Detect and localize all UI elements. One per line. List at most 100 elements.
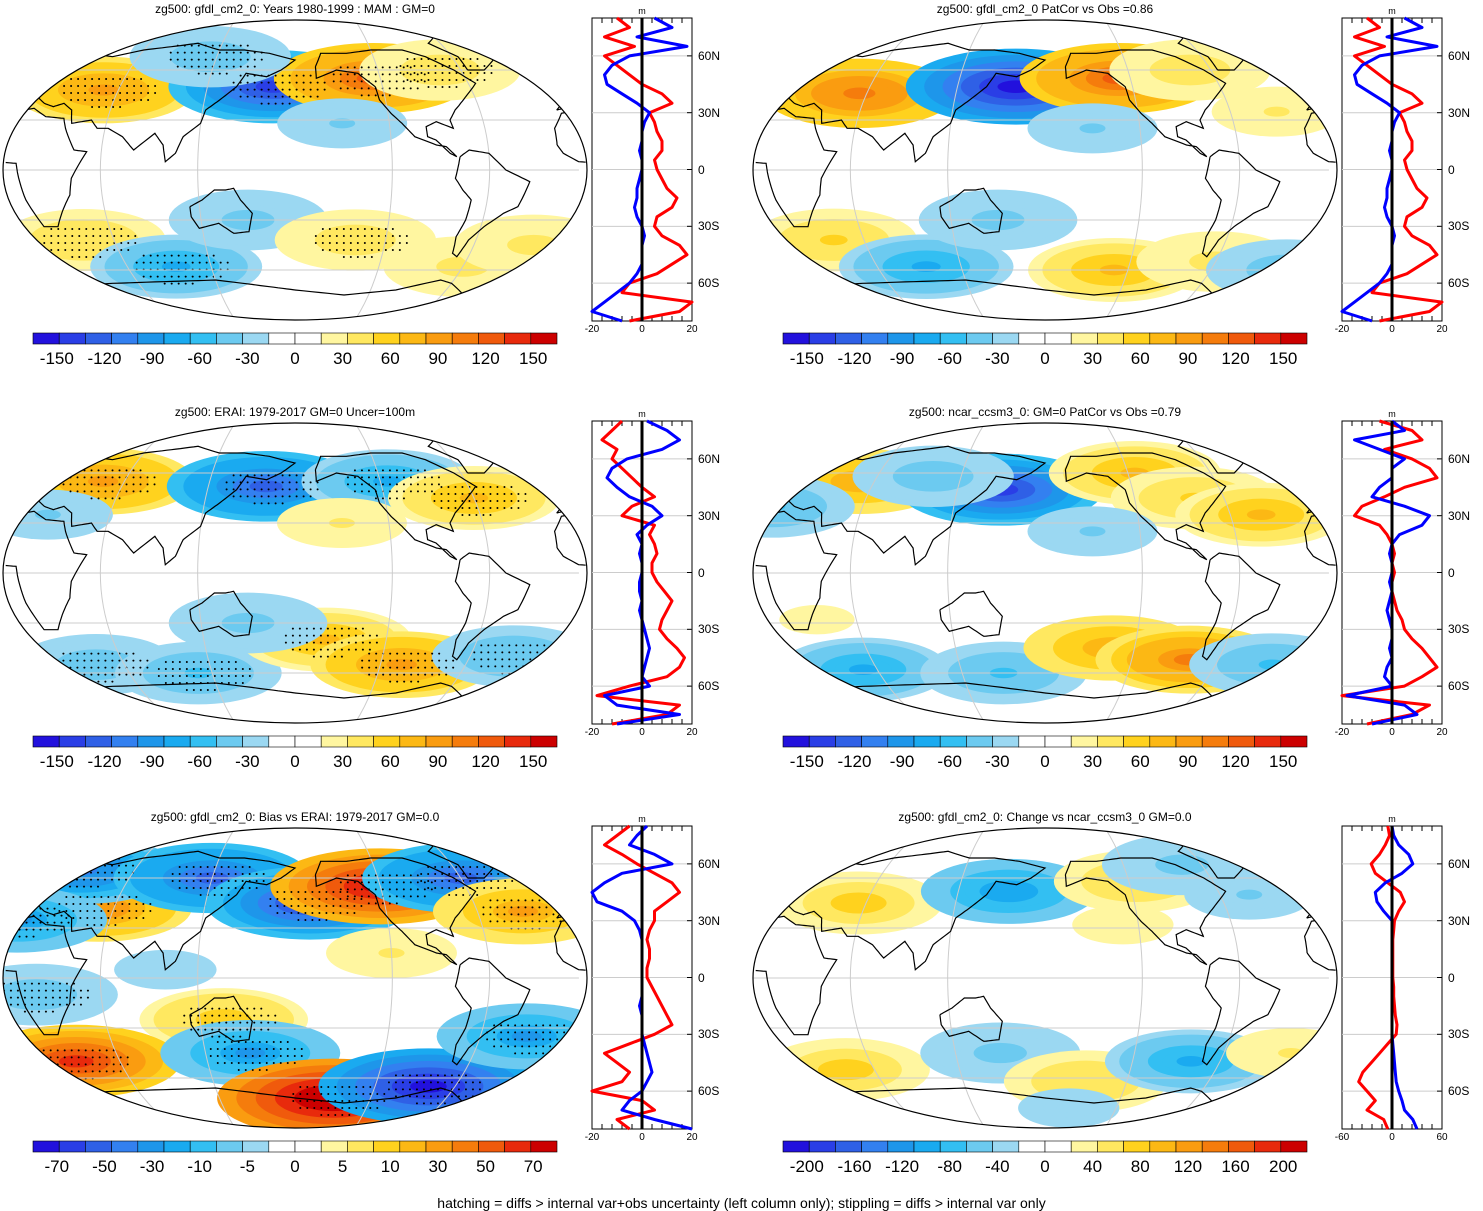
coastline [551, 895, 564, 906]
map-field [753, 423, 1337, 723]
profile-unit: m [638, 814, 646, 824]
anomaly-blob [301, 449, 474, 514]
profile-lat-label: 0 [698, 970, 705, 985]
colorbar-box [399, 1140, 427, 1153]
colorbar-box [1201, 332, 1229, 345]
coastline [556, 952, 586, 971]
colorbar-label: -10 [187, 1157, 213, 1176]
colorbar-label: 0 [290, 1157, 300, 1176]
zonal-profile [590, 824, 693, 1131]
figure-footer: hatching = diffs > internal var+obs unce… [437, 1195, 1046, 1211]
panel-3 [2, 419, 693, 748]
colorbar-label: -150 [789, 349, 824, 368]
colorbar [32, 735, 558, 748]
coastline [755, 510, 838, 631]
profile-lat-label: 30N [698, 105, 721, 120]
coastline [5, 510, 88, 631]
anomaly-blob [1027, 103, 1158, 154]
colorbar-label: -40 [985, 1157, 1010, 1176]
coastline [1306, 144, 1336, 163]
coastline [1201, 149, 1281, 258]
graticule [753, 423, 1329, 723]
coastline [551, 490, 564, 501]
colorbar-label: 160 [1221, 1157, 1250, 1176]
colorbar-label: -30 [235, 752, 260, 771]
anomaly-blob [779, 605, 855, 635]
map-outline [752, 19, 1338, 321]
colorbar-box [939, 332, 967, 345]
graticule [3, 20, 579, 320]
colorbar-box [347, 1140, 374, 1153]
colorbar-label: -120 [837, 752, 872, 771]
colorbar-label: -120 [87, 349, 122, 368]
colorbar-label: -30 [985, 752, 1010, 771]
colorbar-box [913, 332, 941, 345]
profile-lat-label: 30S [1448, 1027, 1470, 1042]
coastline [314, 452, 477, 561]
stippling [43, 44, 493, 285]
colorbar-box [1201, 1140, 1229, 1153]
colorbar-label: -150 [39, 349, 74, 368]
coastline [556, 144, 586, 163]
colorbar-box [1123, 1140, 1151, 1153]
colorbar-box [1149, 1140, 1177, 1153]
colorbar-label: 40 [1083, 1157, 1103, 1176]
colorbar-box [58, 735, 86, 748]
profile-x-label: 0 [1389, 727, 1395, 738]
colorbar-box [1070, 332, 1098, 345]
colorbar-box [163, 735, 191, 748]
colorbar-box [808, 735, 836, 748]
colorbar-box [320, 332, 348, 345]
anomaly-blob [1184, 869, 1315, 920]
profile-x-label: 0 [639, 1132, 645, 1143]
coastline [1301, 87, 1314, 98]
zonal-profile [591, 419, 693, 726]
colorbar-label: 30 [1083, 349, 1103, 368]
colorbar [32, 332, 558, 345]
colorbar-label: -30 [985, 349, 1010, 368]
colorbar-label: 0 [290, 349, 300, 368]
profile-x-label: 20 [1436, 324, 1448, 335]
coastline [1301, 490, 1314, 501]
colorbar-box [1044, 1140, 1072, 1153]
colorbar-box [504, 332, 532, 345]
graticule [753, 20, 1329, 320]
colorbar-label: -90 [139, 752, 165, 771]
coastline [556, 547, 586, 566]
stippling [55, 469, 567, 691]
colorbar-box [268, 332, 296, 345]
colorbar-box [478, 332, 505, 345]
anomaly-blob [1027, 506, 1158, 557]
colorbar-label: -60 [937, 752, 963, 771]
profile-unit: m [638, 6, 646, 16]
colorbar-box [1149, 735, 1177, 748]
colorbar-box [1070, 1140, 1098, 1153]
colorbar-box [294, 1140, 322, 1153]
colorbar-label: 60 [1130, 349, 1150, 368]
colorbar-box [992, 1140, 1020, 1153]
colorbar-label: 70 [523, 1157, 543, 1176]
colorbar-label: -120 [885, 1157, 920, 1176]
colorbar-label: 150 [1268, 349, 1298, 368]
colorbar-label: 150 [1268, 752, 1298, 771]
profile-x-label: -20 [584, 727, 600, 738]
coastline [451, 957, 531, 1066]
colorbar-box [163, 332, 191, 345]
colorbar-box [111, 1140, 139, 1153]
coastline [1201, 552, 1281, 661]
profile-lat-label: 60N [1448, 451, 1471, 466]
coastline [769, 850, 1047, 971]
profile-x-label: 60 [1436, 1132, 1448, 1143]
profile-lat-label: 60S [1448, 1084, 1470, 1099]
map-outline [752, 827, 1338, 1129]
colorbar-box [425, 735, 453, 748]
profile-lat-label: 30N [698, 508, 721, 523]
colorbar-box [1044, 332, 1072, 345]
profile-lat-label: 60S [1448, 679, 1470, 694]
colorbar-box [782, 1140, 810, 1153]
colorbar-box [913, 735, 941, 748]
colorbar-label: 0 [290, 752, 300, 771]
coastline [1064, 857, 1227, 966]
colorbar-box [373, 735, 401, 748]
